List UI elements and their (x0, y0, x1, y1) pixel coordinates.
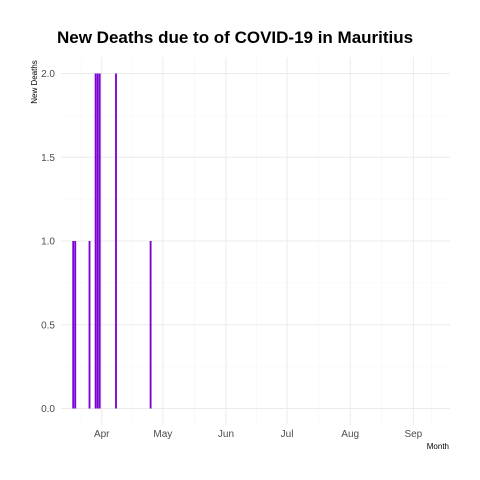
y-tick-label: 2.0 (41, 69, 55, 80)
bars (72, 73, 152, 409)
x-tick-label: May (153, 429, 172, 440)
x-tick-label: Aug (341, 429, 359, 440)
x-tick-labels: Apr May Jun Jul Aug Sep (94, 429, 423, 440)
y-tick-label: 0.0 (41, 404, 55, 415)
y-axis-title: New Deaths (30, 60, 39, 104)
y-tick-label: 1.5 (41, 153, 55, 164)
bar (98, 73, 101, 409)
x-tick-label: Sep (404, 429, 422, 440)
bar (96, 73, 99, 409)
x-tick-label: Jun (218, 429, 234, 440)
chart-title: New Deaths due to of COVID-19 in Mauriti… (57, 28, 413, 47)
x-tick-label: Jul (281, 429, 294, 440)
bar (88, 241, 91, 409)
grid-lines (61, 57, 450, 425)
x-axis-title: Month (427, 442, 449, 451)
bar (72, 241, 75, 409)
bar (94, 73, 97, 409)
bar (115, 73, 117, 409)
y-tick-label: 0.5 (41, 320, 55, 331)
bar (149, 241, 152, 409)
x-tick-label: Apr (94, 429, 110, 440)
y-tick-label: 1.0 (41, 237, 55, 248)
bar (74, 241, 77, 409)
y-tick-labels: 0.0 0.5 1.0 1.5 2.0 (41, 69, 55, 415)
